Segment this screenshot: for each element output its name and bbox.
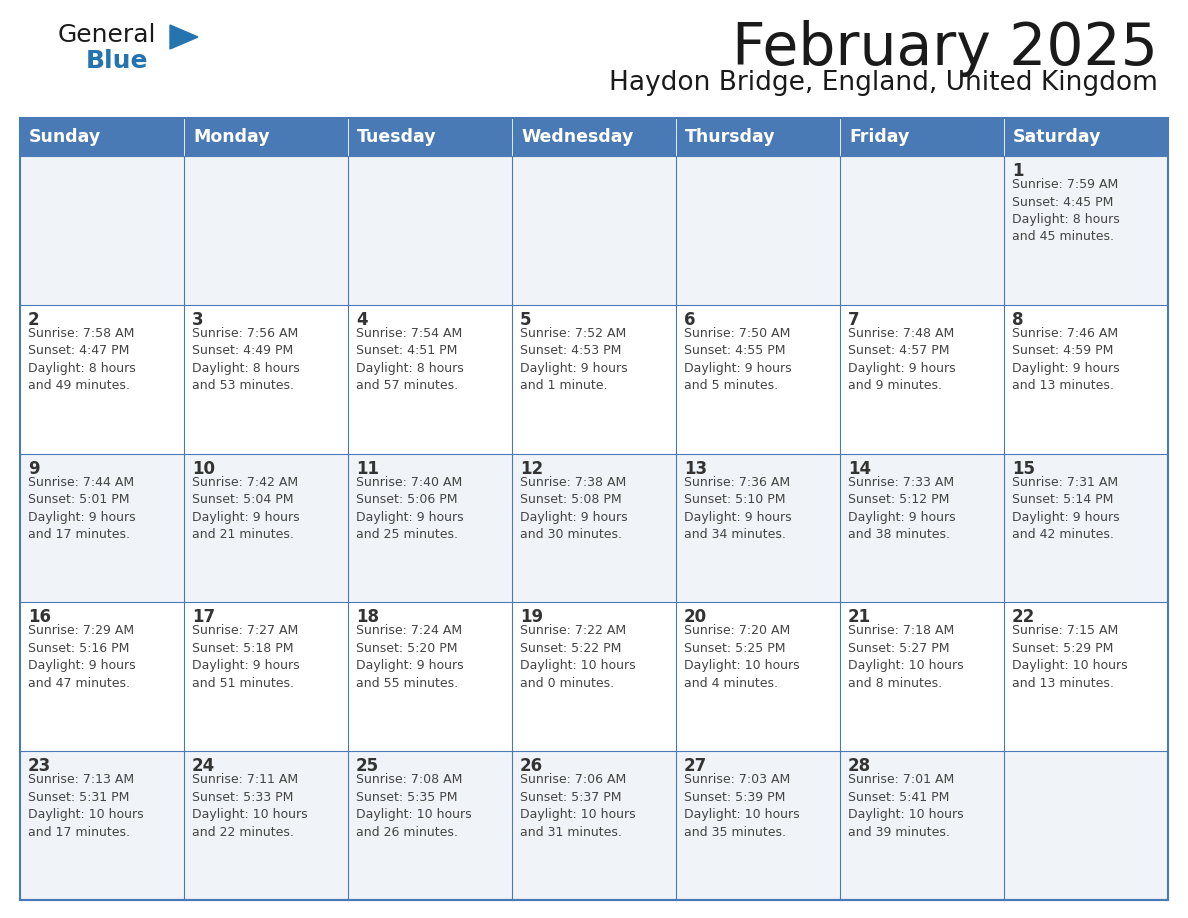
Text: 12: 12 bbox=[520, 460, 543, 477]
Text: Sunrise: 7:08 AM
Sunset: 5:35 PM
Daylight: 10 hours
and 26 minutes.: Sunrise: 7:08 AM Sunset: 5:35 PM Dayligh… bbox=[356, 773, 472, 839]
Bar bbox=[20, 751, 1168, 900]
Bar bbox=[840, 118, 1004, 156]
Bar bbox=[1004, 118, 1168, 156]
Text: Sunrise: 7:06 AM
Sunset: 5:37 PM
Daylight: 10 hours
and 31 minutes.: Sunrise: 7:06 AM Sunset: 5:37 PM Dayligh… bbox=[520, 773, 636, 839]
Text: Sunrise: 7:56 AM
Sunset: 4:49 PM
Daylight: 8 hours
and 53 minutes.: Sunrise: 7:56 AM Sunset: 4:49 PM Dayligh… bbox=[192, 327, 299, 392]
Text: Sunrise: 7:18 AM
Sunset: 5:27 PM
Daylight: 10 hours
and 8 minutes.: Sunrise: 7:18 AM Sunset: 5:27 PM Dayligh… bbox=[848, 624, 963, 690]
Text: 23: 23 bbox=[29, 757, 51, 775]
Text: 8: 8 bbox=[1012, 311, 1024, 329]
Text: Sunrise: 7:36 AM
Sunset: 5:10 PM
Daylight: 9 hours
and 34 minutes.: Sunrise: 7:36 AM Sunset: 5:10 PM Dayligh… bbox=[684, 476, 791, 541]
Polygon shape bbox=[170, 25, 198, 49]
Text: Sunrise: 7:50 AM
Sunset: 4:55 PM
Daylight: 9 hours
and 5 minutes.: Sunrise: 7:50 AM Sunset: 4:55 PM Dayligh… bbox=[684, 327, 791, 392]
Text: Monday: Monday bbox=[192, 128, 270, 146]
Text: Friday: Friday bbox=[849, 128, 909, 146]
Bar bbox=[348, 118, 512, 156]
Text: 7: 7 bbox=[848, 311, 860, 329]
Text: 4: 4 bbox=[356, 311, 367, 329]
Bar bbox=[512, 118, 676, 156]
Text: Haydon Bridge, England, United Kingdom: Haydon Bridge, England, United Kingdom bbox=[609, 70, 1158, 96]
Bar bbox=[20, 118, 1168, 900]
Text: Sunrise: 7:52 AM
Sunset: 4:53 PM
Daylight: 9 hours
and 1 minute.: Sunrise: 7:52 AM Sunset: 4:53 PM Dayligh… bbox=[520, 327, 627, 392]
Text: Sunrise: 7:13 AM
Sunset: 5:31 PM
Daylight: 10 hours
and 17 minutes.: Sunrise: 7:13 AM Sunset: 5:31 PM Dayligh… bbox=[29, 773, 144, 839]
Text: 1: 1 bbox=[1012, 162, 1024, 180]
Text: 11: 11 bbox=[356, 460, 379, 477]
Text: General: General bbox=[58, 23, 157, 47]
Text: 9: 9 bbox=[29, 460, 39, 477]
Text: Sunrise: 7:31 AM
Sunset: 5:14 PM
Daylight: 9 hours
and 42 minutes.: Sunrise: 7:31 AM Sunset: 5:14 PM Dayligh… bbox=[1012, 476, 1119, 541]
Text: 6: 6 bbox=[684, 311, 695, 329]
Text: 28: 28 bbox=[848, 757, 871, 775]
Text: 2: 2 bbox=[29, 311, 39, 329]
Text: Sunrise: 7:22 AM
Sunset: 5:22 PM
Daylight: 10 hours
and 0 minutes.: Sunrise: 7:22 AM Sunset: 5:22 PM Dayligh… bbox=[520, 624, 636, 690]
Text: 5: 5 bbox=[520, 311, 531, 329]
Text: 22: 22 bbox=[1012, 609, 1035, 626]
Text: 25: 25 bbox=[356, 757, 379, 775]
Text: Sunrise: 7:27 AM
Sunset: 5:18 PM
Daylight: 9 hours
and 51 minutes.: Sunrise: 7:27 AM Sunset: 5:18 PM Dayligh… bbox=[192, 624, 299, 690]
Text: Saturday: Saturday bbox=[1013, 128, 1101, 146]
Text: Sunrise: 7:58 AM
Sunset: 4:47 PM
Daylight: 8 hours
and 49 minutes.: Sunrise: 7:58 AM Sunset: 4:47 PM Dayligh… bbox=[29, 327, 135, 392]
Text: 15: 15 bbox=[1012, 460, 1035, 477]
Bar bbox=[20, 118, 184, 156]
Text: Sunrise: 7:33 AM
Sunset: 5:12 PM
Daylight: 9 hours
and 38 minutes.: Sunrise: 7:33 AM Sunset: 5:12 PM Dayligh… bbox=[848, 476, 955, 541]
Text: 27: 27 bbox=[684, 757, 707, 775]
Text: Thursday: Thursday bbox=[685, 128, 776, 146]
Bar bbox=[184, 118, 348, 156]
Text: Sunrise: 7:15 AM
Sunset: 5:29 PM
Daylight: 10 hours
and 13 minutes.: Sunrise: 7:15 AM Sunset: 5:29 PM Dayligh… bbox=[1012, 624, 1127, 690]
Text: Sunrise: 7:11 AM
Sunset: 5:33 PM
Daylight: 10 hours
and 22 minutes.: Sunrise: 7:11 AM Sunset: 5:33 PM Dayligh… bbox=[192, 773, 308, 839]
Text: Sunrise: 7:03 AM
Sunset: 5:39 PM
Daylight: 10 hours
and 35 minutes.: Sunrise: 7:03 AM Sunset: 5:39 PM Dayligh… bbox=[684, 773, 800, 839]
Text: Sunrise: 7:20 AM
Sunset: 5:25 PM
Daylight: 10 hours
and 4 minutes.: Sunrise: 7:20 AM Sunset: 5:25 PM Dayligh… bbox=[684, 624, 800, 690]
Text: 14: 14 bbox=[848, 460, 871, 477]
Text: Sunrise: 7:01 AM
Sunset: 5:41 PM
Daylight: 10 hours
and 39 minutes.: Sunrise: 7:01 AM Sunset: 5:41 PM Dayligh… bbox=[848, 773, 963, 839]
Text: Sunrise: 7:29 AM
Sunset: 5:16 PM
Daylight: 9 hours
and 47 minutes.: Sunrise: 7:29 AM Sunset: 5:16 PM Dayligh… bbox=[29, 624, 135, 690]
Bar bbox=[20, 156, 1168, 305]
Bar bbox=[20, 602, 1168, 751]
Text: Tuesday: Tuesday bbox=[358, 128, 437, 146]
Text: Sunrise: 7:48 AM
Sunset: 4:57 PM
Daylight: 9 hours
and 9 minutes.: Sunrise: 7:48 AM Sunset: 4:57 PM Dayligh… bbox=[848, 327, 955, 392]
Text: 20: 20 bbox=[684, 609, 707, 626]
Text: 13: 13 bbox=[684, 460, 707, 477]
Text: Sunrise: 7:38 AM
Sunset: 5:08 PM
Daylight: 9 hours
and 30 minutes.: Sunrise: 7:38 AM Sunset: 5:08 PM Dayligh… bbox=[520, 476, 627, 541]
Text: Wednesday: Wednesday bbox=[522, 128, 633, 146]
Text: Sunday: Sunday bbox=[29, 128, 101, 146]
Text: Sunrise: 7:54 AM
Sunset: 4:51 PM
Daylight: 8 hours
and 57 minutes.: Sunrise: 7:54 AM Sunset: 4:51 PM Dayligh… bbox=[356, 327, 463, 392]
Text: February 2025: February 2025 bbox=[732, 20, 1158, 77]
Text: 24: 24 bbox=[192, 757, 215, 775]
Text: 26: 26 bbox=[520, 757, 543, 775]
Bar bbox=[20, 453, 1168, 602]
Text: 17: 17 bbox=[192, 609, 215, 626]
Text: 10: 10 bbox=[192, 460, 215, 477]
Text: 21: 21 bbox=[848, 609, 871, 626]
Text: Sunrise: 7:46 AM
Sunset: 4:59 PM
Daylight: 9 hours
and 13 minutes.: Sunrise: 7:46 AM Sunset: 4:59 PM Dayligh… bbox=[1012, 327, 1119, 392]
Text: 3: 3 bbox=[192, 311, 203, 329]
Bar bbox=[676, 118, 840, 156]
Text: Sunrise: 7:44 AM
Sunset: 5:01 PM
Daylight: 9 hours
and 17 minutes.: Sunrise: 7:44 AM Sunset: 5:01 PM Dayligh… bbox=[29, 476, 135, 541]
Text: 18: 18 bbox=[356, 609, 379, 626]
Text: Sunrise: 7:42 AM
Sunset: 5:04 PM
Daylight: 9 hours
and 21 minutes.: Sunrise: 7:42 AM Sunset: 5:04 PM Dayligh… bbox=[192, 476, 299, 541]
Bar bbox=[20, 305, 1168, 453]
Text: 16: 16 bbox=[29, 609, 51, 626]
Text: 19: 19 bbox=[520, 609, 543, 626]
Text: Sunrise: 7:59 AM
Sunset: 4:45 PM
Daylight: 8 hours
and 45 minutes.: Sunrise: 7:59 AM Sunset: 4:45 PM Dayligh… bbox=[1012, 178, 1120, 243]
Text: Sunrise: 7:24 AM
Sunset: 5:20 PM
Daylight: 9 hours
and 55 minutes.: Sunrise: 7:24 AM Sunset: 5:20 PM Dayligh… bbox=[356, 624, 463, 690]
Text: Blue: Blue bbox=[86, 49, 148, 73]
Text: Sunrise: 7:40 AM
Sunset: 5:06 PM
Daylight: 9 hours
and 25 minutes.: Sunrise: 7:40 AM Sunset: 5:06 PM Dayligh… bbox=[356, 476, 463, 541]
